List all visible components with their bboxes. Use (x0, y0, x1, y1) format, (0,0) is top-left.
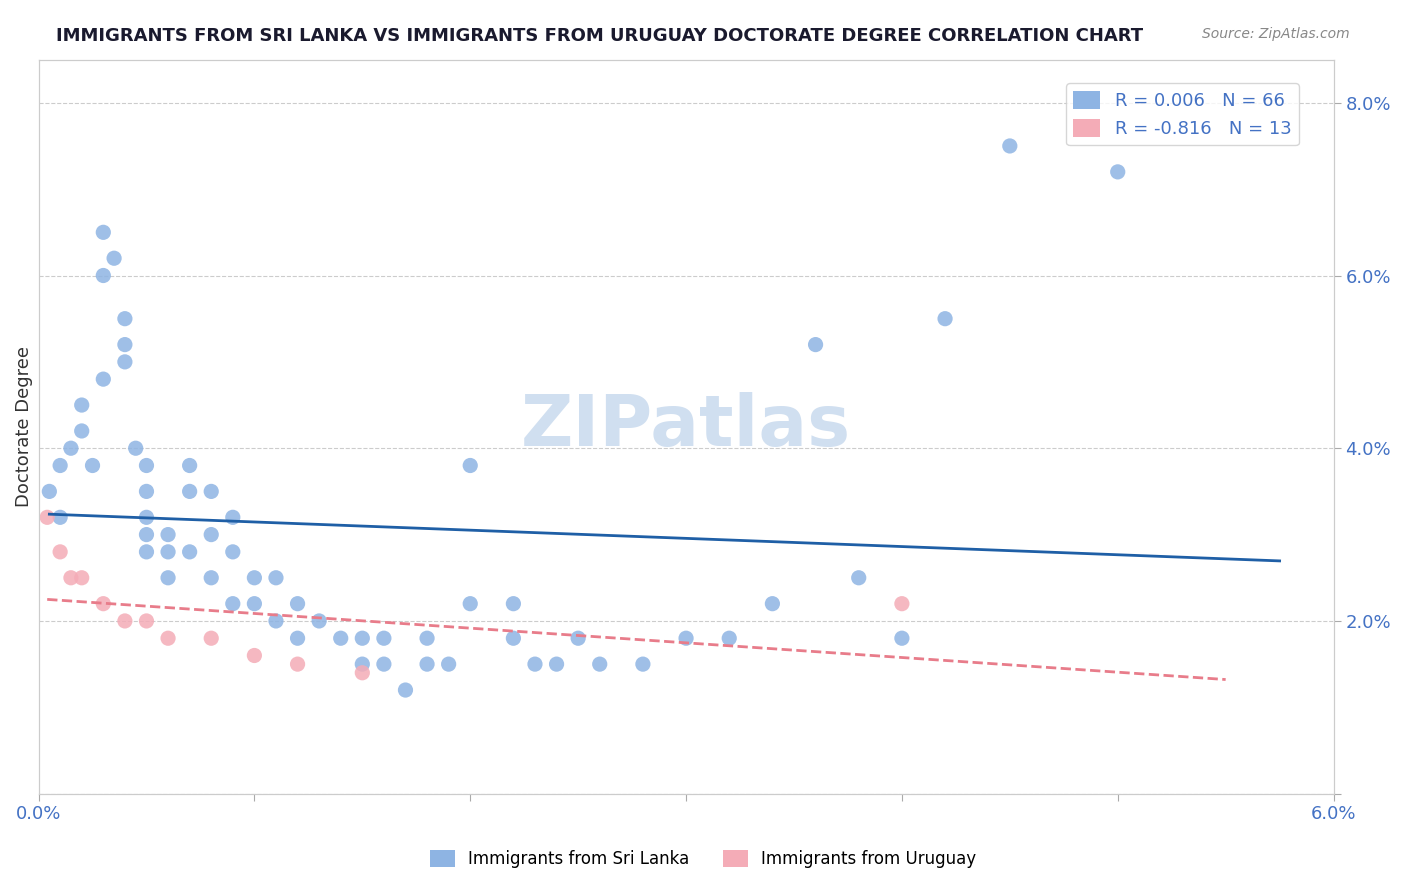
Point (70, 424, 93, 438)
Point (761, 597, 783, 611)
Point (502, 597, 524, 611)
Point (546, 657, 568, 672)
Point (82, 458, 104, 473)
Point (308, 614, 330, 628)
Point (38, 484, 60, 499)
Point (352, 665, 374, 680)
Point (135, 484, 157, 499)
Point (114, 614, 136, 628)
Point (179, 458, 201, 473)
Y-axis label: Doctorate Degree: Doctorate Degree (15, 346, 32, 508)
Point (135, 458, 157, 473)
Point (135, 614, 157, 628)
Point (200, 631, 222, 645)
Legend: R = 0.006   N = 66, R = -0.816   N = 13: R = 0.006 N = 66, R = -0.816 N = 13 (1066, 83, 1299, 145)
Point (114, 311, 136, 326)
Point (222, 510, 245, 524)
Point (1107, 165, 1129, 179)
Point (114, 355, 136, 369)
Point (718, 631, 741, 645)
Point (352, 657, 374, 672)
Point (37, 510, 59, 524)
Point (49, 458, 72, 473)
Point (91, 597, 114, 611)
Point (631, 657, 654, 672)
Point (70, 571, 93, 585)
Legend: Immigrants from Sri Lanka, Immigrants from Uruguay: Immigrants from Sri Lanka, Immigrants fr… (423, 843, 983, 875)
Point (179, 545, 201, 559)
Point (567, 631, 589, 645)
Point (222, 597, 245, 611)
Point (890, 597, 912, 611)
Point (394, 683, 416, 698)
Point (890, 631, 912, 645)
Point (589, 657, 612, 672)
Point (200, 484, 222, 499)
Text: Source: ZipAtlas.com: Source: ZipAtlas.com (1202, 27, 1350, 41)
Point (416, 631, 439, 645)
Point (458, 458, 481, 473)
Text: ZIPatlas: ZIPatlas (522, 392, 851, 461)
Point (49, 545, 72, 559)
Point (243, 648, 266, 663)
Point (135, 545, 157, 559)
Point (287, 631, 309, 645)
Point (91, 268, 114, 283)
Point (373, 657, 395, 672)
Point (934, 311, 956, 326)
Text: IMMIGRANTS FROM SRI LANKA VS IMMIGRANTS FROM URUGUAY DOCTORATE DEGREE CORRELATIO: IMMIGRANTS FROM SRI LANKA VS IMMIGRANTS … (56, 27, 1143, 45)
Point (502, 631, 524, 645)
Point (675, 631, 697, 645)
Point (458, 597, 481, 611)
Point (437, 657, 460, 672)
Point (157, 571, 180, 585)
Point (70, 398, 93, 412)
Point (200, 571, 222, 585)
Point (373, 631, 395, 645)
Point (157, 527, 180, 541)
Point (157, 631, 180, 645)
Point (114, 337, 136, 351)
Point (998, 139, 1021, 153)
Point (287, 657, 309, 672)
Point (523, 657, 546, 672)
Point (200, 527, 222, 541)
Point (264, 571, 287, 585)
Point (848, 571, 870, 585)
Point (91, 225, 114, 239)
Point (49, 510, 72, 524)
Point (264, 614, 287, 628)
Point (329, 631, 352, 645)
Point (179, 484, 201, 499)
Point (352, 631, 374, 645)
Point (157, 545, 180, 559)
Point (91, 372, 114, 386)
Point (59, 571, 82, 585)
Point (59, 441, 82, 455)
Point (103, 251, 125, 265)
Point (222, 545, 245, 559)
Point (243, 597, 266, 611)
Point (125, 441, 148, 455)
Point (135, 510, 157, 524)
Point (135, 527, 157, 541)
Point (243, 571, 266, 585)
Point (804, 337, 827, 351)
Point (416, 657, 439, 672)
Point (287, 597, 309, 611)
